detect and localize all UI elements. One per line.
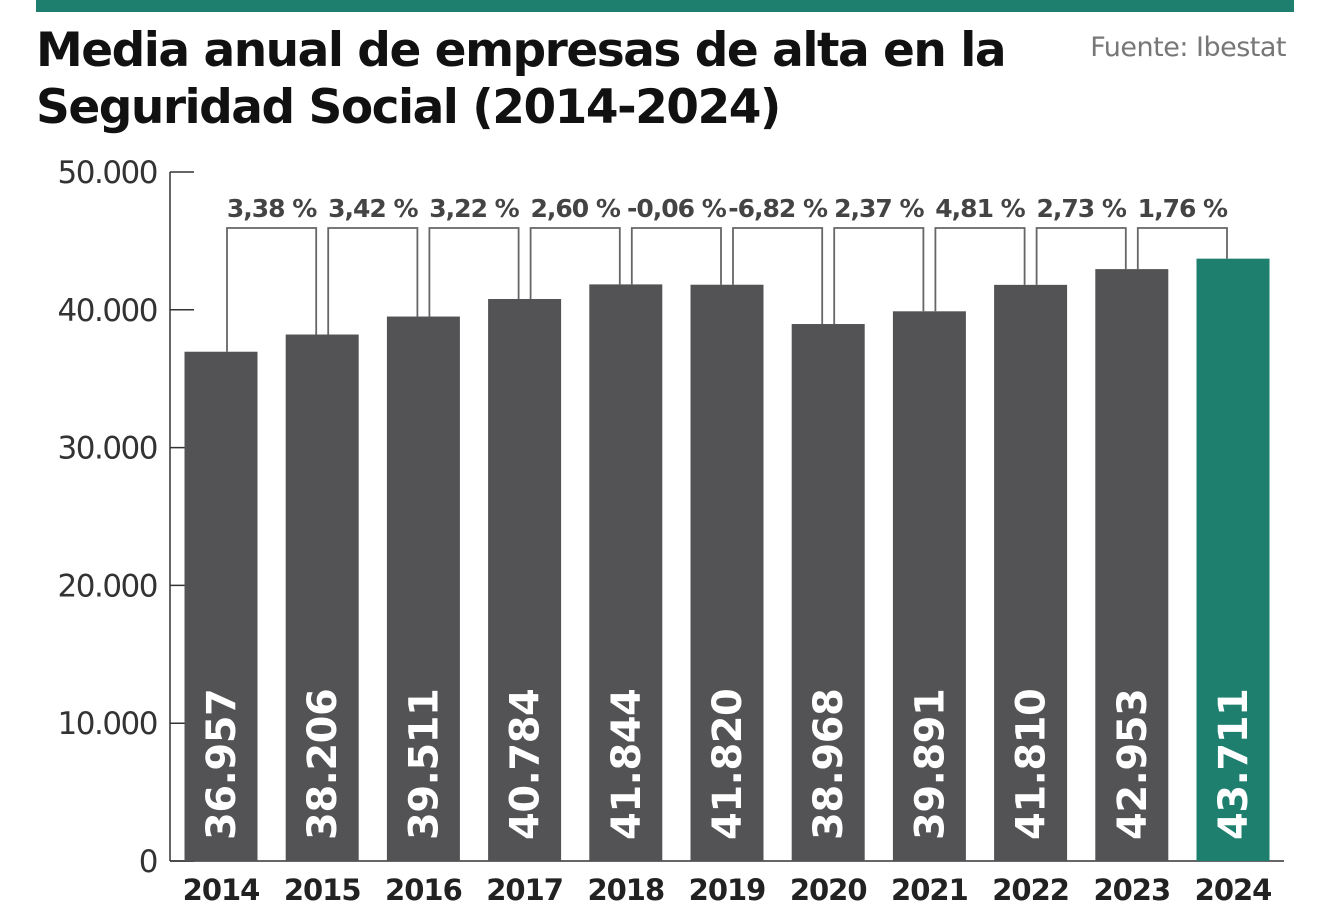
bar-value-label: 42.953 — [1110, 689, 1156, 840]
change-label: -6,82 % — [728, 194, 828, 223]
bar-value-label: 36.957 — [199, 689, 245, 840]
x-tick-label: 2015 — [284, 873, 361, 907]
change-label: 4,81 % — [935, 194, 1025, 223]
change-bracket — [226, 227, 318, 352]
bar-value-label: 43.711 — [1211, 689, 1257, 840]
change-label: 2,73 % — [1036, 194, 1126, 223]
change-bracket — [327, 227, 419, 335]
top-accent-bar — [36, 0, 1294, 12]
bar-2015 — [285, 334, 359, 861]
change-label: 2,37 % — [834, 194, 924, 223]
change-label: -0,06 % — [627, 194, 727, 223]
bar-value-label: 41.844 — [604, 689, 650, 840]
x-tick-label: 2020 — [790, 873, 867, 907]
change-label: 1,76 % — [1138, 194, 1228, 223]
y-tick-label: 10.000 — [58, 706, 157, 742]
change-bracket — [428, 227, 520, 317]
x-tick-label: 2017 — [486, 873, 563, 907]
bar-value-label: 39.891 — [907, 689, 953, 840]
bar-2019 — [690, 284, 764, 861]
change-bracket — [630, 227, 722, 285]
y-tick-label: 30.000 — [58, 431, 157, 467]
y-tick-label: 50.000 — [58, 155, 157, 191]
x-tick-label: 2019 — [689, 873, 766, 907]
change-label: 2,60 % — [530, 194, 620, 223]
change-label: 3,42 % — [328, 194, 418, 223]
x-tick-label: 2023 — [1093, 873, 1170, 907]
x-tick-label: 2021 — [891, 873, 968, 907]
bar-2014 — [184, 351, 258, 861]
bar-2018 — [589, 284, 663, 862]
change-label: 3,38 % — [227, 194, 317, 223]
change-bracket — [1035, 227, 1127, 285]
x-tick-label: 2014 — [183, 873, 260, 907]
bar-value-label: 41.820 — [705, 689, 751, 840]
bar-value-label: 38.968 — [806, 689, 852, 840]
change-bracket — [833, 227, 925, 325]
x-tick-label: 2016 — [385, 873, 462, 907]
bar-2023 — [1095, 269, 1169, 861]
y-tick-label: 0 — [139, 844, 157, 880]
source-note: Fuente: Ibestat — [1090, 32, 1286, 63]
change-bracket — [1136, 227, 1228, 270]
bar-2022 — [994, 284, 1068, 862]
y-tick-label: 40.000 — [58, 293, 157, 329]
chart-title: Media anual de empresas de alta en la Se… — [36, 23, 1007, 135]
x-tick-label: 2018 — [587, 873, 664, 907]
change-bracket — [732, 227, 824, 325]
labels: 2014 36.957 2015 38.206 2016 39.511 2017 40.784… — [183, 194, 1273, 907]
bar-value-label: 38.206 — [300, 689, 346, 840]
x-tick-label: 2024 — [1195, 873, 1272, 907]
x-tick-label: 2022 — [992, 873, 1069, 907]
bar-2016 — [386, 316, 460, 861]
change-bracket — [934, 227, 1026, 312]
bar-value-label: 40.784 — [503, 689, 549, 840]
bar-2020 — [791, 324, 865, 861]
bar-value-label: 39.511 — [401, 689, 447, 840]
y-tick-label: 20.000 — [58, 568, 157, 604]
change-label: 3,22 % — [429, 194, 519, 223]
bars — [184, 258, 1270, 862]
bar-2024 — [1196, 258, 1270, 861]
change-bracket — [529, 227, 621, 299]
bar-value-label: 41.810 — [1009, 689, 1055, 840]
change-brackets — [226, 227, 1228, 352]
bar-2021 — [892, 311, 966, 862]
bar-2017 — [488, 298, 562, 862]
